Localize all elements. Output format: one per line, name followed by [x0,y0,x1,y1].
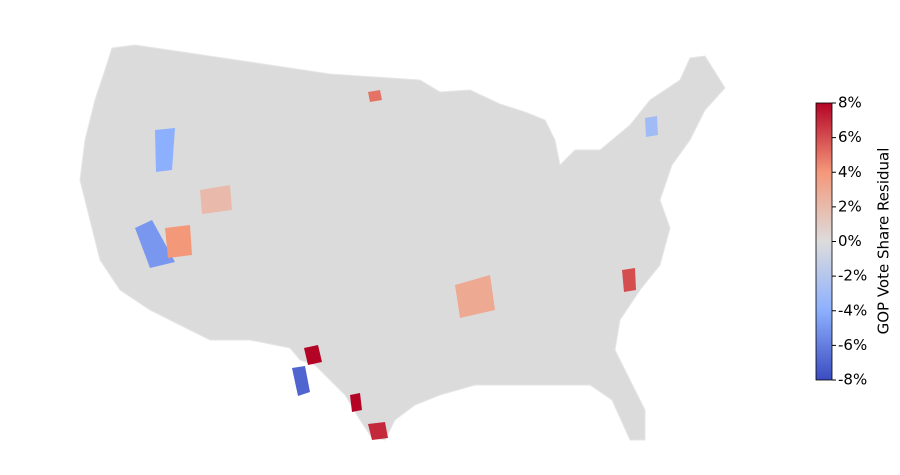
county-region [368,90,382,102]
county-region [200,185,232,214]
us-outline [79,44,726,441]
county-region [292,366,310,396]
county-region [135,220,175,268]
county-region [368,422,388,440]
colorbar-tick-label: 2% [838,197,862,215]
colorbar-tick-label: -6% [838,336,867,354]
colorbar-tick-label: 0% [838,232,862,250]
colorbar-tick-label: -2% [838,267,867,285]
colorbar-tick-label: 8% [838,94,862,112]
county-region [304,345,322,365]
county-region [455,275,495,318]
colorbar-label: GOP Vote Share Residual [875,148,893,335]
county-region [165,225,192,258]
colorbar-tick-label: -4% [838,301,867,319]
county-region [155,128,175,172]
colorbar-tick-label: 4% [838,163,862,181]
county-region [645,116,658,137]
colorbar-tick-label: 6% [838,128,862,146]
colorbar [815,102,833,381]
colorbar-tick-label: -8% [838,371,867,389]
county-region [622,268,636,292]
county-region [350,393,362,412]
